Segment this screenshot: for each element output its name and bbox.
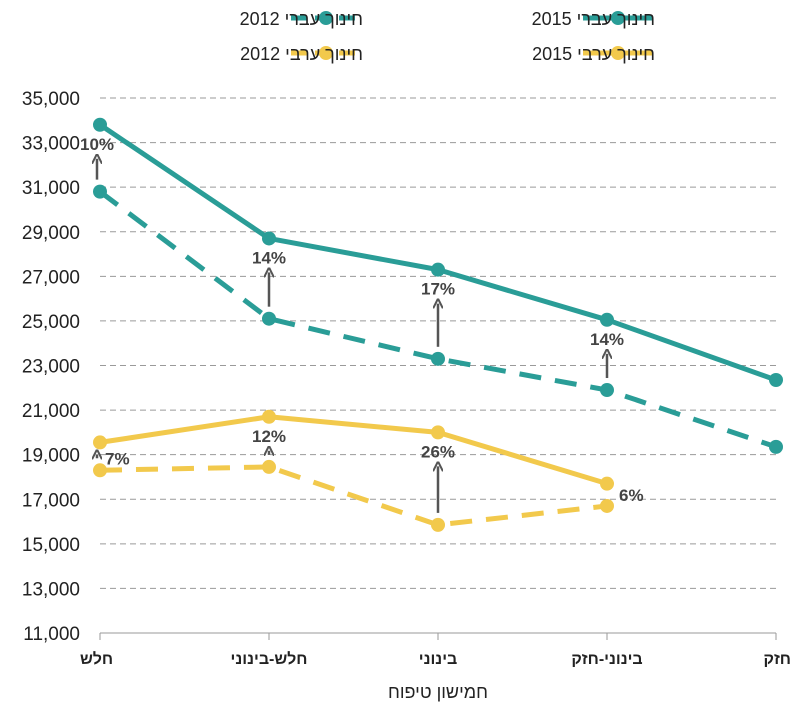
change-label: 12%: [252, 427, 286, 446]
change-label: 6%: [619, 486, 644, 505]
y-tick-label: 15,000: [22, 535, 80, 556]
data-point: [262, 231, 276, 246]
data-point: [93, 117, 107, 132]
legend-marker: [611, 11, 625, 25]
y-tick-label: 29,000: [22, 223, 80, 244]
legend-marker: [611, 46, 625, 60]
y-tick-label: 33,000: [22, 134, 80, 155]
x-tick-label: בינוני-חזק: [571, 651, 642, 668]
data-point: [262, 311, 276, 326]
y-tick-label: 11,000: [23, 624, 80, 645]
y-tick-label: 35,000: [22, 89, 80, 110]
series-group: [93, 117, 783, 532]
data-point: [769, 372, 783, 387]
y-tick-label: 17,000: [22, 490, 80, 511]
change-label: 14%: [590, 330, 624, 349]
data-point: [600, 312, 614, 327]
x-tick-label: בינוני: [419, 651, 458, 668]
data-point: [431, 517, 445, 532]
data-point: [431, 351, 445, 366]
series-line: [99, 464, 608, 528]
data-point: [600, 498, 614, 513]
data-point: [93, 463, 107, 478]
change-label: 10%: [80, 135, 114, 154]
series-2: [93, 409, 614, 491]
y-tick-label: 27,000: [22, 267, 80, 288]
x-axis: חלש חלש-בינוני בינוני בינוני-חזק חזק: [80, 632, 791, 668]
data-point: [600, 383, 614, 398]
legend: חינוך עברי 2015 חינוך עברי 2012 חינוך ערבי…: [240, 9, 655, 64]
legend-label: חינוך ערבי 2015: [532, 44, 655, 64]
x-tick-label: חלש: [80, 650, 113, 668]
data-point: [431, 425, 445, 440]
legend-item: חינוך ערבי 2012: [240, 44, 363, 64]
y-tick-label: 31,000: [22, 178, 80, 199]
data-point: [431, 262, 445, 277]
series-3: [93, 459, 614, 532]
legend-marker: [319, 11, 333, 25]
change-label: 7%: [105, 449, 130, 468]
y-axis: 11,000 13,000 15,000 17,000 19,000 21,000 23,0…: [22, 89, 80, 645]
legend-item: חינוך עברי 2012: [240, 9, 363, 29]
series-line: [98, 189, 777, 450]
x-tick-label: חלש-בינוני: [231, 650, 308, 668]
series-line: [99, 414, 608, 487]
data-point: [262, 459, 276, 474]
data-point: [93, 184, 107, 199]
data-point: [93, 435, 107, 450]
series-0: [93, 117, 783, 387]
legend-label: חינוך עברי 2015: [532, 9, 655, 29]
x-axis-label: חמישון טיפוח: [388, 682, 488, 702]
data-point: [262, 409, 276, 424]
legend-label: חינוך ערבי 2012: [240, 44, 363, 64]
legend-item: חינוך עברי 2015: [532, 9, 655, 29]
series-1: [93, 184, 783, 454]
y-tick-label: 13,000: [22, 579, 80, 600]
y-tick-label: 25,000: [22, 312, 80, 333]
data-point: [600, 476, 614, 491]
y-tick-label: 21,000: [22, 401, 80, 422]
change-label: 14%: [252, 248, 286, 267]
y-tick-label: 19,000: [22, 446, 80, 467]
legend-item: חינוך ערבי 2015: [532, 44, 655, 64]
data-point: [769, 439, 783, 454]
change-label: 17%: [421, 280, 455, 299]
legend-marker: [319, 46, 333, 60]
annotations: 10% 14% 17% 14% 7% 12% 26% 6%: [80, 135, 644, 513]
legend-label: חינוך עברי 2012: [240, 9, 363, 29]
change-label: 26%: [421, 442, 455, 461]
y-tick-label: 23,000: [22, 357, 80, 378]
x-tick-label: חזק: [763, 651, 791, 668]
